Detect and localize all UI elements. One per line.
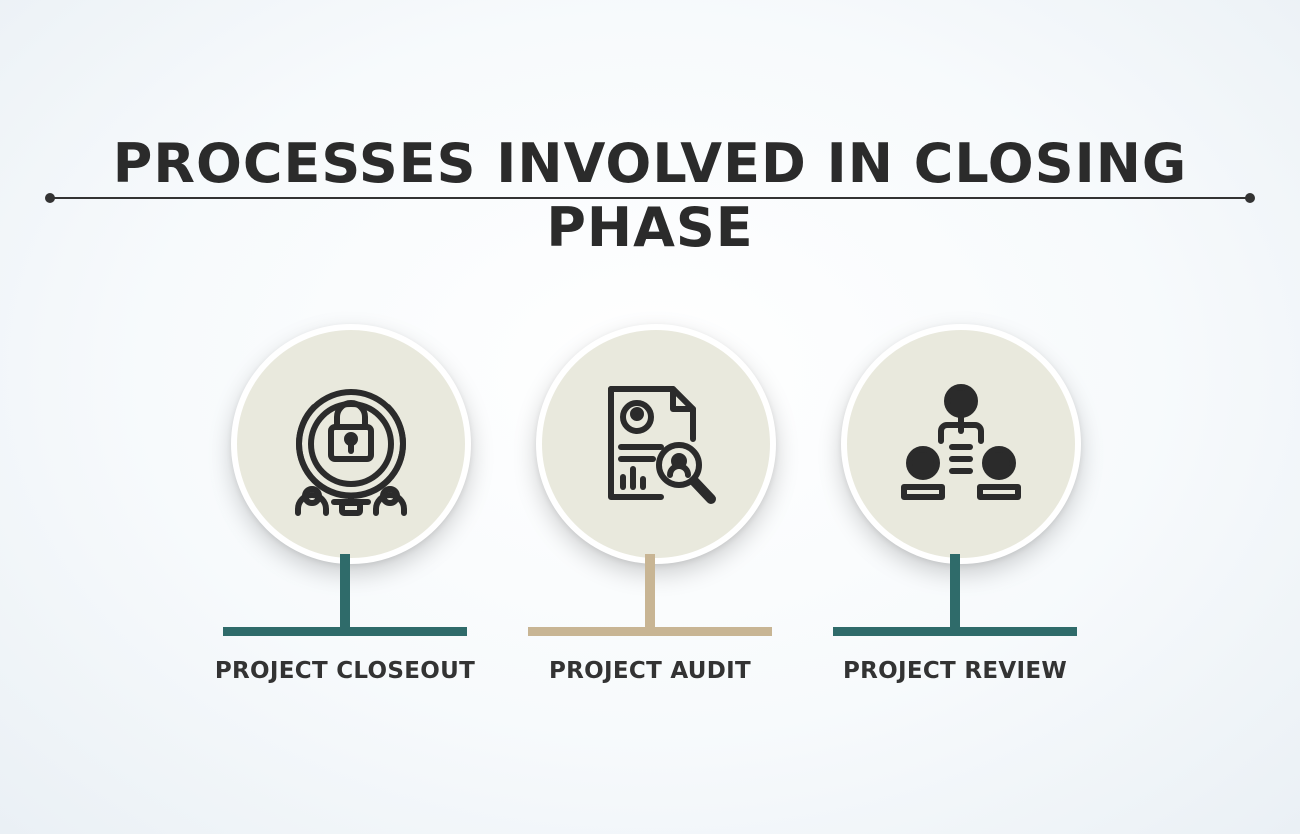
title-underline [50, 197, 1250, 199]
icon-disc [536, 324, 776, 564]
page-title: PROCESSES INVOLVED IN CLOSING PHASE [112, 132, 1188, 259]
connector-base [833, 627, 1077, 636]
connector-stem [340, 554, 350, 630]
process-project-audit: PROJECT AUDIT [528, 318, 776, 698]
icon-disc [231, 324, 471, 564]
underline-right-dot [1245, 193, 1255, 203]
process-project-review: PROJECT REVIEW [833, 318, 1081, 698]
team-hierarchy-icon [901, 384, 1021, 500]
process-label: PROJECT CLOSEOUT [214, 658, 476, 684]
process-label: PROJECT AUDIT [549, 658, 751, 684]
connector-base [528, 627, 772, 636]
lock-team-icon [295, 389, 407, 516]
audit-document-magnifier-icon [608, 386, 716, 504]
connector-stem [645, 554, 655, 630]
process-label: PROJECT REVIEW [842, 658, 1068, 684]
underline-left-dot [45, 193, 55, 203]
icon-disc [841, 324, 1081, 564]
process-project-closeout: PROJECT CLOSEOUT [215, 318, 475, 698]
connector-stem [950, 554, 960, 630]
connector-base [223, 627, 467, 636]
